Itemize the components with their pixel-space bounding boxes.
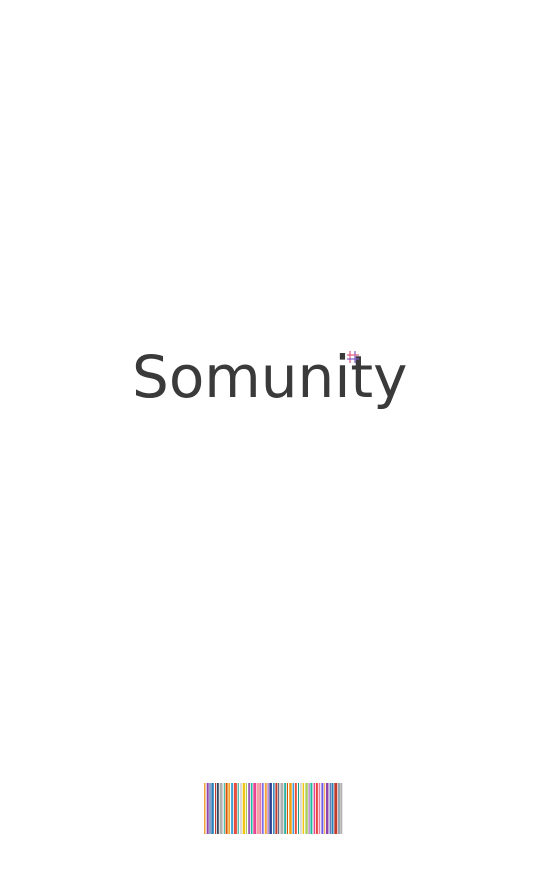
barcode-stripe xyxy=(273,783,275,834)
barcode-stripe xyxy=(259,783,262,834)
barcode-stripe xyxy=(326,783,329,834)
barcode-stripe xyxy=(267,783,269,834)
barcode-stripe xyxy=(264,783,267,834)
barcode-stripe xyxy=(331,783,334,834)
barcode-stripe xyxy=(239,783,242,834)
barcode-stripe xyxy=(246,783,247,834)
barcode-stripe xyxy=(253,783,257,834)
brand-name: Somunity xyxy=(132,343,408,411)
barcode-stripe xyxy=(219,783,223,834)
barcode-stripe xyxy=(206,783,209,834)
barcode-stripe xyxy=(223,783,225,834)
barcode-stripe xyxy=(298,783,299,834)
barcode-stripe xyxy=(318,783,321,834)
barcode-stripe xyxy=(308,783,310,834)
barcode-stripe xyxy=(262,783,264,834)
barcode-stripe xyxy=(237,783,239,834)
barcode-stripe xyxy=(280,783,284,834)
barcode-stripe xyxy=(269,783,272,834)
barcode-stripe xyxy=(211,783,214,834)
app-logo: Somunity xyxy=(132,342,408,412)
rainbow-barcode-icon xyxy=(204,783,343,834)
barcode-stripe xyxy=(257,783,259,834)
barcode-stripe xyxy=(340,783,343,834)
barcode-stripe xyxy=(338,783,340,834)
barcode-stripe xyxy=(233,783,237,834)
barcode-stripe xyxy=(215,783,216,834)
barcode-stripe xyxy=(324,783,326,834)
barcode-stripe xyxy=(302,783,305,834)
hashtag-dot-icon xyxy=(347,351,359,363)
barcode-stripe xyxy=(313,783,316,834)
barcode-stripe xyxy=(292,783,294,834)
barcode-stripe xyxy=(294,783,297,834)
barcode-stripe xyxy=(315,783,318,834)
barcode-stripe xyxy=(204,783,206,834)
barcode-stripe xyxy=(287,783,288,834)
barcode-stripe xyxy=(248,783,251,834)
barcode-stripe xyxy=(251,783,253,834)
barcode-stripe xyxy=(278,783,280,834)
barcode-stripe xyxy=(284,783,287,834)
barcode-stripe xyxy=(242,783,246,834)
barcode-stripe xyxy=(225,783,228,834)
barcode-stripe xyxy=(228,783,230,834)
barcode-stripe xyxy=(334,783,338,834)
barcode-stripe xyxy=(216,783,219,834)
barcode-stripe xyxy=(329,783,331,834)
barcode-stripe xyxy=(289,783,292,834)
barcode-stripe xyxy=(231,783,234,834)
barcode-stripe xyxy=(299,783,302,834)
barcode-stripe xyxy=(209,783,211,834)
barcode-stripe xyxy=(321,783,324,834)
barcode-stripe xyxy=(305,783,308,834)
barcode-stripe xyxy=(310,783,313,834)
barcode-stripe xyxy=(275,783,278,834)
